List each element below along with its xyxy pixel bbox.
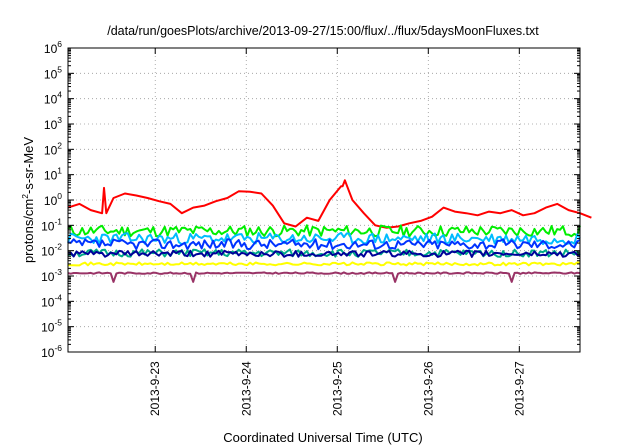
series-line-1 (67, 179, 592, 229)
y-label-sup: 2 (20, 194, 30, 199)
y-tick-label: 10-3 (41, 267, 62, 284)
x-tick-label: 2013-9-23 (148, 361, 162, 416)
series-group (67, 179, 592, 283)
y-tick-label: 10-4 (41, 292, 62, 309)
y-tick-label: 10-1 (41, 216, 62, 233)
series-line-6 (67, 249, 581, 258)
y-tick-label: 105 (44, 64, 62, 81)
series-line-8 (67, 271, 581, 283)
series-line-2 (67, 224, 581, 238)
grid-lines (68, 48, 580, 352)
y-tick-label: 10-5 (41, 318, 62, 335)
y-tick-label: 10-2 (41, 242, 62, 259)
x-axis-ticks: 2013-9-23 2013-9-24 2013-9-25 2013-9-26 2013… (148, 48, 526, 416)
y-tick-label: 104 (44, 90, 62, 107)
y-tick-label: 100 (44, 191, 62, 208)
y-tick-label: 106 (44, 39, 62, 56)
x-tick-label: 2013-9-27 (512, 361, 526, 416)
y-axis-ticks: 10-6 10-5 10-4 10-3 10-2 10-1 100 101 102 103 104 1… (41, 39, 580, 360)
y-label-base: protons/cm (21, 199, 36, 263)
x-tick-label: 2013-9-24 (239, 361, 253, 416)
y-tick-label: 101 (44, 166, 62, 183)
series-line-7 (68, 261, 581, 267)
x-tick-label: 2013-9-25 (330, 361, 344, 416)
y-label-rest: -s-sr-MeV (21, 137, 36, 194)
x-axis-label: Coordinated Universal Time (UTC) (223, 430, 422, 445)
x-tick-label: 2013-9-26 (421, 361, 435, 416)
y-tick-label: 102 (44, 140, 62, 157)
chart-title: /data/run/goesPlots/archive/2013-09-27/1… (107, 24, 539, 38)
y-axis-label: protons/cm2-s-sr-MeV (20, 137, 36, 263)
series-line-4 (67, 238, 581, 251)
y-tick-label: 103 (44, 115, 62, 132)
y-tick-label: 10-6 (41, 343, 62, 360)
